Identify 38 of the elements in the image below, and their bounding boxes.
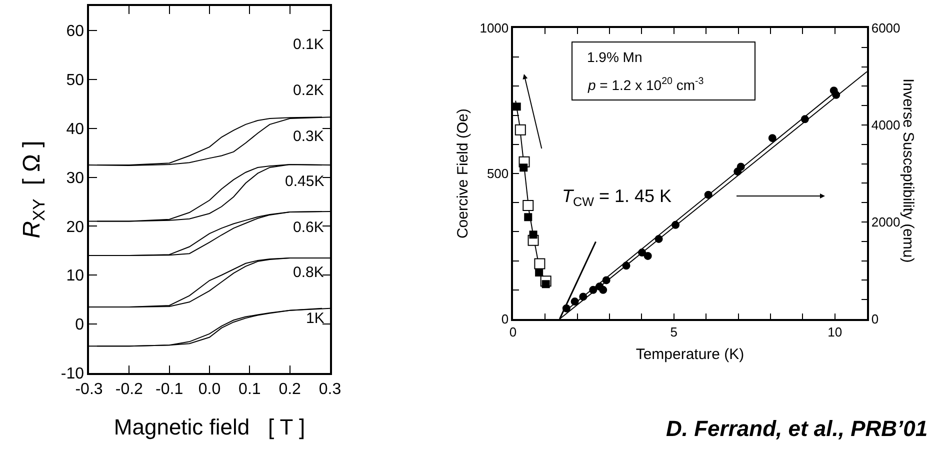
y2-axis-title: Inverse Susceptibility (emu): [900, 78, 916, 263]
x-tick-label: -0.3: [75, 380, 103, 398]
x-tick-label: 0.0: [198, 380, 221, 398]
annotation: 1.9% Mn: [587, 49, 642, 65]
y2-tick-label: 6000: [871, 20, 900, 36]
y-tick-label: 60: [66, 23, 84, 40]
y2-tick-label: 4000: [871, 118, 900, 133]
x-tick-label: 10: [828, 324, 842, 340]
y-tick-label: 500: [486, 166, 509, 182]
y-tick-label: 1000: [480, 20, 509, 36]
y-axis-title: Coercive Field (Oe): [454, 108, 472, 239]
annotation: p = 1.2 x 10$^{20}$ cm$^{-3}$: [587, 76, 704, 93]
y-tick-label: 30: [66, 170, 84, 187]
y-tick-label: -10: [60, 366, 84, 383]
text: D. Ferrand, et al., PRB’01: [666, 416, 928, 441]
annotation: 0.6K: [293, 219, 324, 236]
y-tick-label: 40: [66, 120, 84, 138]
x-axis-title: Magnetic field [ T ]: [114, 414, 306, 440]
x-tick-label: 5: [670, 324, 678, 340]
y-tick-label: 0: [501, 312, 509, 327]
x-tick-label: 0.1: [238, 380, 261, 398]
x-tick-label: 0.2: [278, 380, 302, 398]
y-tick-label: 50: [66, 72, 84, 89]
annotation: 0.1K: [293, 36, 324, 53]
annotation: 0.2K: [293, 82, 324, 99]
x-axis-title: Temperature (K): [636, 346, 744, 363]
y-tick-label: 10: [66, 268, 84, 285]
y2-tick-label: 2000: [871, 214, 900, 230]
annotation: T$_{CW}$ = 1. 45 K: [562, 186, 672, 209]
annotation: 1K: [306, 310, 324, 327]
y2-tick-label: 0: [871, 312, 879, 327]
x-tick-label: -0.1: [156, 380, 184, 398]
annotation: 0.45K: [285, 173, 324, 190]
y-tick-label: 20: [66, 218, 84, 236]
annotation: 0.8K: [293, 264, 324, 281]
annotation: 0.3K: [293, 128, 324, 145]
x-tick-label: 0.3: [318, 380, 342, 398]
x-tick-label: -0.2: [115, 380, 144, 398]
